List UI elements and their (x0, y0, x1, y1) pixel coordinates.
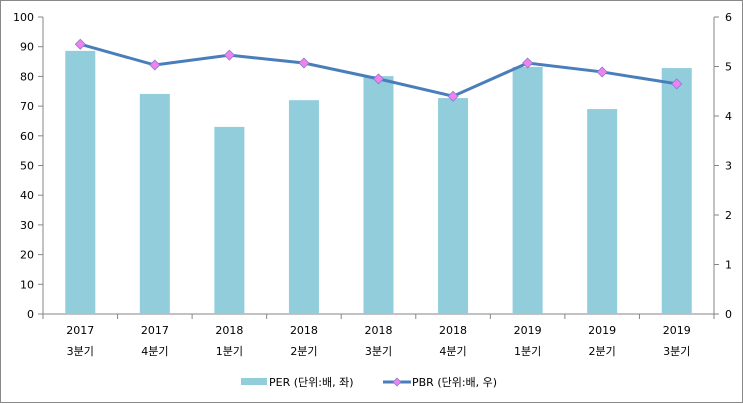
legend-per-swatch (241, 378, 267, 385)
x-tick-label-quarter: 3분기 (67, 345, 94, 358)
x-tick-label-quarter: 3분기 (365, 345, 392, 358)
pbr-marker (373, 73, 384, 85)
x-tick-label-quarter: 2분기 (589, 345, 616, 358)
legend-per-label: PER (단위:배, 좌) (269, 376, 354, 389)
left-tick-label: 70 (20, 100, 34, 113)
pbr-marker (596, 66, 608, 78)
x-tick-label-year: 2019 (514, 324, 542, 337)
right-tick-label: 0 (725, 308, 732, 321)
pbr-marker (671, 78, 683, 90)
left-tick-label: 80 (20, 70, 34, 83)
x-tick-label-year: 2019 (663, 324, 691, 337)
x-tick-label-year: 2018 (290, 324, 318, 337)
x-tick-label-year: 2018 (215, 324, 243, 337)
per-bar (438, 98, 469, 315)
per-bar (512, 66, 543, 314)
right-tick-label: 6 (725, 11, 732, 24)
left-tick-label: 20 (20, 249, 34, 262)
right-tick-label: 2 (725, 209, 732, 222)
x-tick-label-quarter: 3분기 (663, 345, 690, 358)
pbr-marker (522, 57, 534, 69)
x-tick-label-quarter: 2분기 (290, 345, 317, 358)
x-tick-label-quarter: 4분기 (439, 345, 466, 358)
left-tick-label: 100 (13, 11, 34, 24)
x-tick-label-year: 2017 (66, 324, 94, 337)
pbr-marker (447, 90, 459, 102)
left-tick-label: 40 (20, 189, 34, 202)
per-bar (214, 126, 245, 314)
pbr-marker (223, 49, 235, 61)
left-tick-label: 50 (20, 160, 34, 173)
per-bar (288, 100, 319, 314)
per-bar (139, 93, 170, 314)
per-bar (363, 76, 394, 314)
pbr-marker (74, 38, 86, 50)
legend-pbr-marker (392, 377, 402, 387)
left-tick-label: 60 (20, 130, 34, 143)
left-tick-label: 90 (20, 41, 34, 54)
right-tick-label: 3 (725, 160, 732, 173)
legend-pbr-label: PBR (단위:배, 우) (412, 376, 497, 389)
per-bar (661, 68, 692, 314)
left-tick-label: 30 (20, 219, 34, 232)
right-tick-label: 4 (725, 110, 732, 123)
left-tick-label: 10 (20, 278, 34, 291)
per-bar (65, 50, 96, 314)
right-tick-label: 1 (725, 259, 732, 272)
pbr-marker (149, 59, 161, 71)
right-tick-label: 5 (725, 61, 732, 74)
pbr-marker (298, 57, 310, 69)
x-tick-label-quarter: 1분기 (514, 345, 541, 358)
x-tick-label-year: 2017 (141, 324, 169, 337)
x-tick-label-year: 2018 (365, 324, 393, 337)
per-bar (587, 109, 618, 314)
left-tick-label: 0 (27, 308, 34, 321)
x-tick-label-quarter: 1분기 (216, 345, 243, 358)
x-tick-label-year: 2018 (439, 324, 467, 337)
x-tick-label-year: 2019 (588, 324, 616, 337)
x-tick-label-quarter: 4분기 (141, 345, 168, 358)
